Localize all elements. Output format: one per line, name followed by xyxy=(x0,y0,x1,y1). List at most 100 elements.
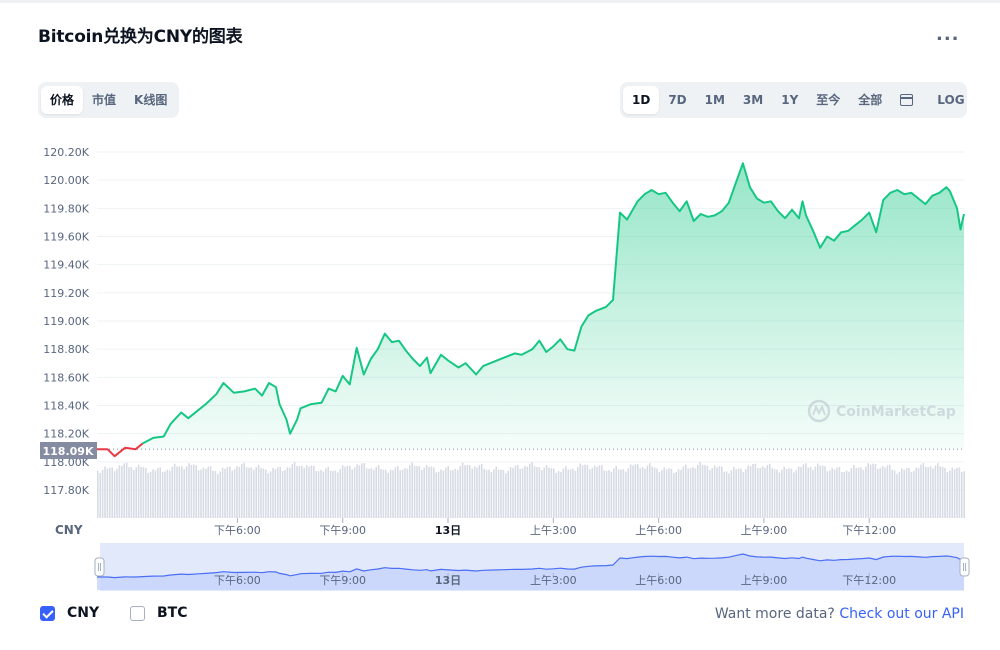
volume-bar xyxy=(915,467,917,518)
navigator-tick-label: 上午6:00 xyxy=(635,574,682,587)
navigator-left-handle[interactable] xyxy=(94,557,105,577)
volume-bar xyxy=(730,470,733,518)
volume-bar xyxy=(284,470,286,518)
checkbox-cny[interactable] xyxy=(40,605,55,621)
watermark-text: CoinMarketCap xyxy=(836,404,956,420)
volume-bar xyxy=(308,466,310,518)
y-tick-label: 117.80K xyxy=(43,484,89,497)
checkbox-btc[interactable] xyxy=(130,605,145,621)
volume-bar xyxy=(452,470,454,518)
range-all[interactable]: 全部 xyxy=(858,93,883,107)
volume-bar xyxy=(610,471,613,518)
volume-bar xyxy=(109,467,111,518)
volume-bar xyxy=(589,469,591,518)
volume-bar xyxy=(509,467,512,518)
range-3m[interactable]: 3M xyxy=(742,93,764,107)
range-1d[interactable]: 1D xyxy=(623,86,660,114)
volume-bar xyxy=(661,470,663,518)
legend-btc[interactable]: BTC xyxy=(130,605,188,621)
range-navigator[interactable]: 下午6:00 下午9:00 13日 上午3:00 上午6:00 上午9:00 下午12:00 xyxy=(94,543,970,591)
y-tick-label: 119.80K xyxy=(43,202,89,215)
range-1m[interactable]: 1M xyxy=(704,93,725,107)
volume-bar xyxy=(135,467,137,518)
tab-market-cap[interactable]: 市值 xyxy=(92,93,117,107)
volume-bar xyxy=(862,469,865,518)
volume-bar xyxy=(591,468,593,518)
chart-view-tabs: 价格 市值 K线图 xyxy=(38,82,180,118)
volume-bar xyxy=(567,469,569,518)
volume-bar xyxy=(322,471,325,518)
volume-bar xyxy=(901,468,903,518)
volume-bar xyxy=(490,472,493,518)
volume-bar xyxy=(476,467,478,518)
volume-bar xyxy=(277,467,279,518)
volume-bar xyxy=(857,467,860,518)
volume-bar xyxy=(457,469,459,518)
time-range-tabs: 1D 7D 1M 3M 1Y 至今 全部 LOG xyxy=(620,82,967,118)
volume-bar xyxy=(922,462,925,518)
api-prefix: Want more data? xyxy=(714,606,835,622)
range-ytd[interactable]: 至今 xyxy=(816,93,841,107)
volume-bar xyxy=(934,465,937,518)
volume-bar xyxy=(620,469,622,518)
volume-bar xyxy=(891,469,893,518)
range-7d[interactable]: 7D xyxy=(668,93,687,107)
range-1y[interactable]: 1Y xyxy=(781,93,799,107)
more-options-icon[interactable]: ... xyxy=(936,24,960,45)
volume-bar xyxy=(826,471,829,518)
volume-bar xyxy=(939,466,941,518)
calendar-button[interactable] xyxy=(891,86,922,114)
volume-bar xyxy=(809,467,812,518)
volume-bar xyxy=(663,467,665,518)
tab-candlestick[interactable]: K线图 xyxy=(134,93,168,107)
volume-bar xyxy=(97,470,99,518)
tab-price[interactable]: 价格 xyxy=(41,86,84,114)
navigator-right-handle[interactable] xyxy=(959,557,970,577)
volume-bar xyxy=(176,466,178,518)
legend-cny[interactable]: CNY xyxy=(40,605,99,621)
log-scale-button[interactable]: LOG xyxy=(937,93,965,107)
navigator-tick-label: 下午6:00 xyxy=(214,574,261,587)
volume-bar xyxy=(737,468,740,518)
volume-bar xyxy=(569,469,572,518)
volume-bar xyxy=(920,464,922,518)
volume-bar xyxy=(404,467,406,518)
price-line-down xyxy=(97,442,144,458)
price-line-up xyxy=(142,162,965,445)
volume-bar xyxy=(401,469,404,518)
volume-bar xyxy=(802,464,805,518)
volume-bar xyxy=(305,465,308,518)
volume-bar xyxy=(598,465,601,518)
volume-bar xyxy=(903,469,905,518)
api-link[interactable]: Check out our API xyxy=(839,606,964,622)
volume-bar xyxy=(836,467,838,518)
volume-bar xyxy=(286,467,289,518)
volume-bar xyxy=(958,467,961,518)
volume-bar xyxy=(709,469,711,518)
volume-bar xyxy=(159,467,161,518)
volume-bar xyxy=(154,470,157,518)
volume-bar xyxy=(773,469,776,518)
volume-bar xyxy=(543,467,545,518)
volume-bar xyxy=(788,468,790,518)
volume-bar xyxy=(313,465,315,518)
volume-bar xyxy=(171,466,173,518)
volume-bar xyxy=(653,467,656,518)
volume-bar xyxy=(274,469,277,518)
x-axis: 下午6:00 下午9:00 13日 上午3:00 上午6:00 上午9:00 下午12:00 xyxy=(214,518,896,537)
volume-bar xyxy=(613,468,615,518)
volume-bar xyxy=(344,466,346,518)
volume-bar xyxy=(656,468,658,518)
volume-bar xyxy=(106,468,109,518)
api-promo: Want more data? Check out our API xyxy=(715,606,964,622)
volume-bar xyxy=(380,469,382,518)
volume-bar xyxy=(385,469,387,518)
volume-bar xyxy=(195,465,197,518)
volume-bar xyxy=(521,468,524,518)
volume-bar xyxy=(951,467,953,518)
volume-bar xyxy=(200,469,202,518)
volume-bar xyxy=(879,468,881,518)
volume-bar xyxy=(694,468,697,518)
top-divider xyxy=(0,0,1000,3)
